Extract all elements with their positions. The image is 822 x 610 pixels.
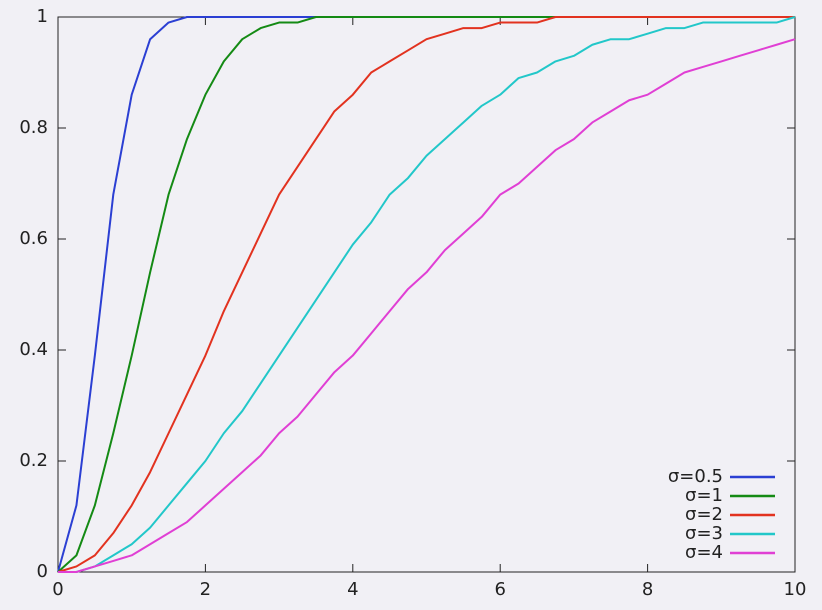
legend-label: σ=3 <box>685 523 723 544</box>
x-tick-label: 6 <box>494 579 505 600</box>
y-tick-label: 0.4 <box>19 339 48 360</box>
y-tick-label: 0 <box>37 561 48 582</box>
series-line <box>58 38 796 573</box>
x-tick-label: 8 <box>642 579 653 600</box>
x-tick-label: 0 <box>52 579 63 600</box>
x-tick-label: 2 <box>200 579 211 600</box>
x-tick-label: 10 <box>784 579 807 600</box>
x-tick-label: 4 <box>347 579 358 600</box>
legend-label: σ=2 <box>685 504 723 525</box>
y-tick-label: 0.6 <box>19 228 48 249</box>
series-line <box>58 16 796 573</box>
legend-label: σ=1 <box>685 485 723 506</box>
y-tick-label: 0.2 <box>19 450 48 471</box>
series-line <box>57 16 795 573</box>
legend-label: σ=4 <box>685 542 723 563</box>
legend-label: σ=0.5 <box>668 466 723 487</box>
y-tick-label: 0.8 <box>19 117 48 138</box>
y-tick-label: 1 <box>37 6 48 27</box>
